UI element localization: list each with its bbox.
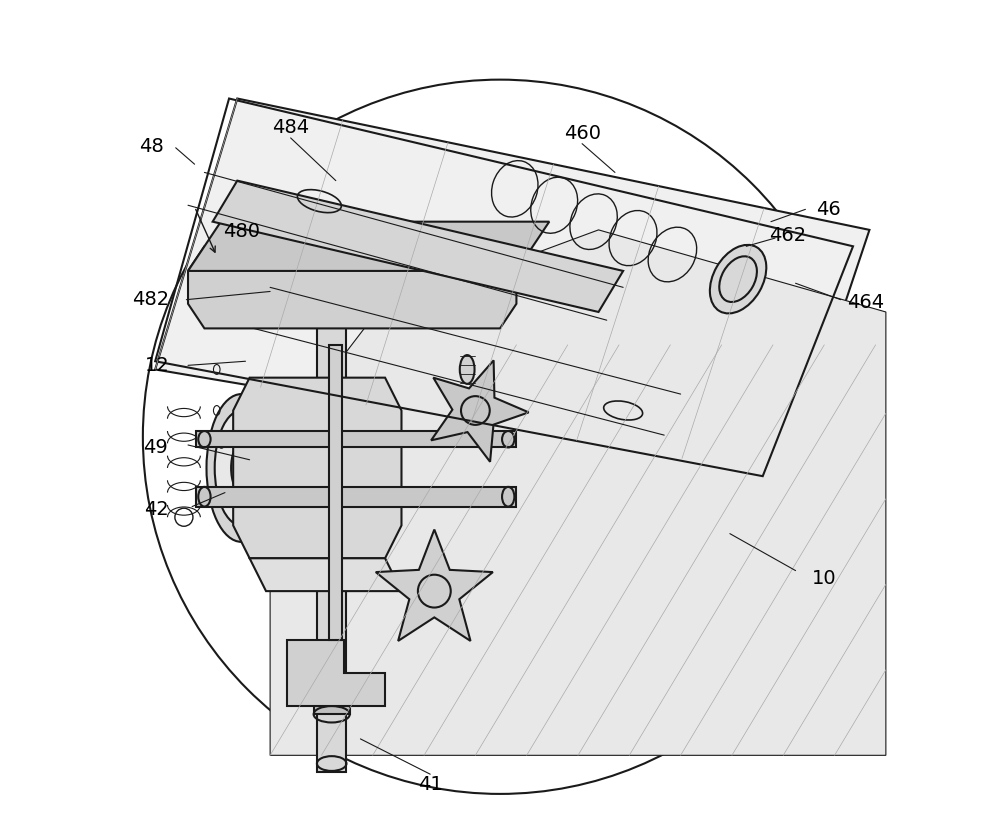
Polygon shape <box>213 181 623 312</box>
Text: 49: 49 <box>143 438 168 457</box>
Text: 484: 484 <box>272 117 309 137</box>
Polygon shape <box>431 360 529 461</box>
Text: 480: 480 <box>223 222 260 241</box>
Text: 10: 10 <box>812 569 837 589</box>
Text: 42: 42 <box>144 499 169 519</box>
Text: 462: 462 <box>769 226 806 245</box>
Text: 482: 482 <box>133 290 170 310</box>
Ellipse shape <box>206 394 276 542</box>
Text: 46: 46 <box>816 200 841 219</box>
Polygon shape <box>329 345 342 640</box>
Polygon shape <box>188 222 549 271</box>
Ellipse shape <box>460 355 475 384</box>
Text: 12: 12 <box>144 355 169 375</box>
Polygon shape <box>250 558 401 591</box>
Text: 41: 41 <box>418 774 443 794</box>
Polygon shape <box>188 246 516 328</box>
Text: 460: 460 <box>564 123 601 143</box>
Polygon shape <box>250 509 385 558</box>
Polygon shape <box>376 530 493 641</box>
Polygon shape <box>233 378 401 558</box>
Text: 48: 48 <box>139 136 163 156</box>
Polygon shape <box>196 431 516 447</box>
Ellipse shape <box>215 410 268 525</box>
Polygon shape <box>196 487 516 507</box>
Polygon shape <box>287 640 385 706</box>
Polygon shape <box>270 230 886 755</box>
Polygon shape <box>314 690 350 714</box>
Polygon shape <box>155 99 869 476</box>
Ellipse shape <box>710 245 766 314</box>
Polygon shape <box>317 312 346 772</box>
Text: 464: 464 <box>847 292 884 312</box>
